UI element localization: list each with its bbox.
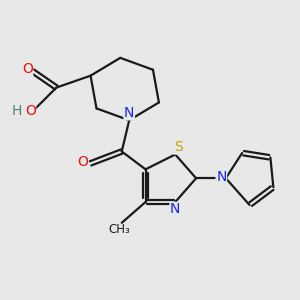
Text: S: S	[174, 140, 183, 154]
Text: N: N	[170, 202, 181, 216]
Text: O: O	[22, 62, 33, 76]
Text: O: O	[77, 155, 88, 169]
Text: CH₃: CH₃	[108, 223, 130, 236]
Text: N: N	[124, 106, 134, 120]
Text: N: N	[216, 170, 226, 184]
Text: H: H	[12, 104, 22, 118]
Text: O: O	[25, 104, 36, 118]
